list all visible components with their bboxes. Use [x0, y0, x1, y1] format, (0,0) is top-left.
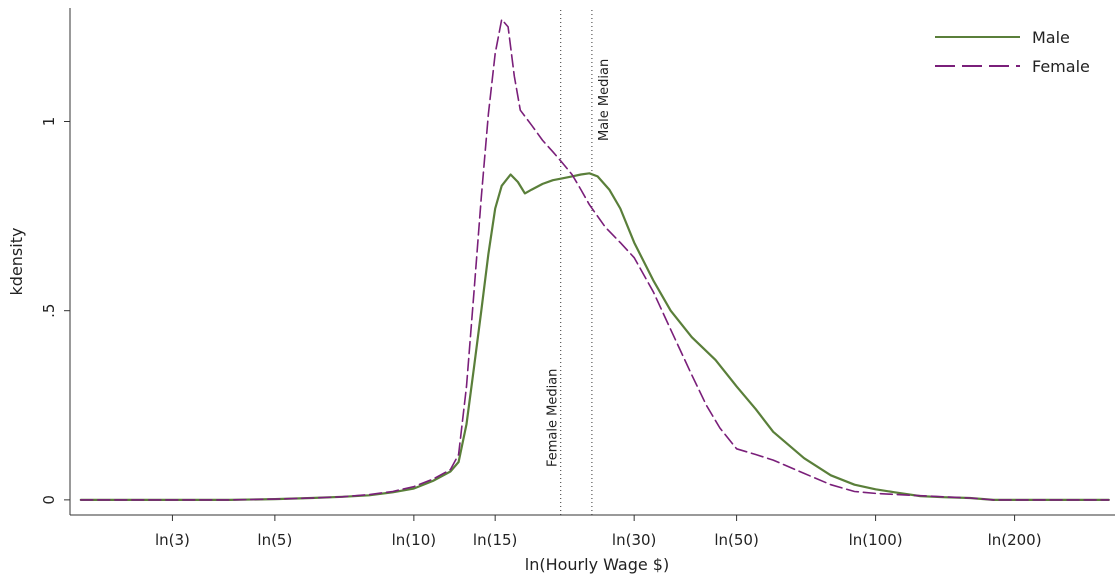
y-tick-label-1: .5	[40, 304, 58, 318]
legend-label-male: Male	[1032, 28, 1070, 47]
x-tick-label-0: ln(3)	[155, 531, 190, 549]
x-tick-label-3: ln(15)	[473, 531, 517, 549]
x-axis-title: ln(Hourly Wage $)	[525, 555, 669, 574]
x-tick-label-7: ln(200)	[988, 531, 1042, 549]
plot-area: Female Median Male Median	[79, 10, 1110, 515]
x-tick-label-6: ln(100)	[849, 531, 903, 549]
x-tick-label-1: ln(5)	[257, 531, 292, 549]
y-axis-title: kdensity	[7, 228, 26, 296]
series-line-male	[79, 172, 1110, 501]
x-axis-ticks: ln(3) ln(5) ln(10) ln(15) ln(30) ln(50) ln(100…	[155, 515, 1042, 549]
y-tick-label-2: 1	[40, 117, 58, 127]
male-median-label: Male Median	[597, 59, 612, 141]
x-tick-label-4: ln(30)	[612, 531, 656, 549]
series-line-female	[80, 18, 1110, 501]
y-axis-ticks: 0.51	[40, 117, 70, 505]
female-median-label: Female Median	[546, 369, 561, 467]
legend: Male Female	[935, 28, 1090, 76]
legend-label-female: Female	[1032, 57, 1090, 76]
y-tick-label-0: 0	[40, 495, 58, 505]
x-tick-label-5: ln(50)	[714, 531, 758, 549]
x-tick-label-2: ln(10)	[392, 531, 436, 549]
